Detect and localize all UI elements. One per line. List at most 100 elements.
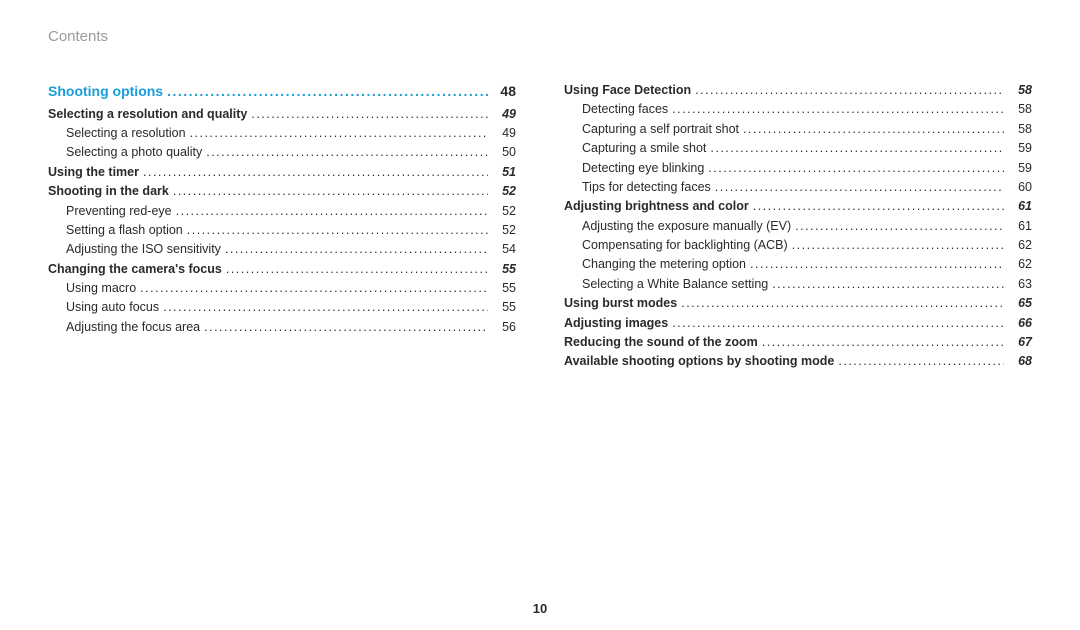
toc-subentry[interactable]: Selecting a photo quality...............… [48, 143, 516, 162]
toc-leader-dots: ........................................… [792, 236, 1004, 255]
toc-leader-dots: ........................................… [795, 217, 1004, 236]
toc-entry-title: Selecting a photo quality [48, 143, 202, 162]
toc-entry[interactable]: Using Face Detection....................… [564, 81, 1032, 100]
toc-entry-page: 52 [492, 202, 516, 221]
toc-entry-title: Using Face Detection [564, 81, 691, 100]
toc-subentry[interactable]: Using macro.............................… [48, 279, 516, 298]
toc-subentry[interactable]: Adjusting the focus area................… [48, 318, 516, 337]
toc-entry-title: Using burst modes [564, 294, 677, 313]
toc-entry[interactable]: Reducing the sound of the zoom..........… [564, 333, 1032, 352]
toc-entry[interactable]: Shooting in the dark....................… [48, 182, 516, 201]
toc-leader-dots: ........................................… [672, 100, 1004, 119]
toc-entry-page: 65 [1008, 294, 1032, 313]
toc-subentry[interactable]: Capturing a self portrait shot..........… [564, 120, 1032, 139]
toc-entry-title: Adjusting the ISO sensitivity [48, 240, 221, 259]
toc-leader-dots: ........................................… [710, 139, 1004, 158]
toc-entry-page: 68 [1008, 352, 1032, 371]
toc-leader-dots: ........................................… [750, 255, 1004, 274]
toc-entry-title: Using the timer [48, 163, 139, 182]
toc-entry[interactable]: Adjusting brightness and color..........… [564, 197, 1032, 216]
toc-entry-title: Changing the camera's focus [48, 260, 222, 279]
toc-entry-title: Tips for detecting faces [564, 178, 711, 197]
toc-entry-title: Shooting options [48, 81, 163, 103]
toc-entry[interactable]: Changing the camera's focus.............… [48, 260, 516, 279]
toc-entry-page: 58 [1008, 120, 1032, 139]
toc-leader-dots: ........................................… [743, 120, 1004, 139]
toc-entry-title: Shooting in the dark [48, 182, 169, 201]
toc-leader-dots: ........................................… [762, 333, 1004, 352]
toc-leader-dots: ........................................… [190, 124, 488, 143]
toc-entry[interactable]: Selecting a resolution and quality......… [48, 105, 516, 124]
toc-entry-title: Capturing a self portrait shot [564, 120, 739, 139]
toc-entry-title: Selecting a resolution and quality [48, 105, 247, 124]
toc-leader-dots: ........................................… [715, 178, 1004, 197]
toc-subentry[interactable]: Setting a flash option..................… [48, 221, 516, 240]
toc-leader-dots: ........................................… [187, 221, 488, 240]
toc-entry-page: 55 [492, 298, 516, 317]
toc-entry[interactable]: Using burst modes.......................… [564, 294, 1032, 313]
toc-subentry[interactable]: Adjusting the ISO sensitivity...........… [48, 240, 516, 259]
toc-entry-page: 48 [492, 81, 516, 103]
toc-leader-dots: ........................................… [226, 260, 488, 279]
toc-subentry[interactable]: Using auto focus........................… [48, 298, 516, 317]
toc-leader-dots: ........................................… [772, 275, 1004, 294]
toc-entry-page: 55 [492, 260, 516, 279]
toc-entry-page: 61 [1008, 197, 1032, 216]
toc-subentry[interactable]: Capturing a smile shot..................… [564, 139, 1032, 158]
toc-entry[interactable]: Available shooting options by shooting m… [564, 352, 1032, 371]
toc-entry-page: 66 [1008, 314, 1032, 333]
page-number: 10 [0, 601, 1080, 616]
toc-leader-dots: ........................................… [753, 197, 1004, 216]
toc-entry-title: Detecting eye blinking [564, 159, 704, 178]
toc-entry-title: Using macro [48, 279, 136, 298]
toc-entry-page: 55 [492, 279, 516, 298]
toc-subentry[interactable]: Detecting faces.........................… [564, 100, 1032, 119]
toc-entry[interactable]: Adjusting images........................… [564, 314, 1032, 333]
toc-leader-dots: ........................................… [143, 163, 488, 182]
toc-entry-title: Using auto focus [48, 298, 159, 317]
toc-entry-title: Changing the metering option [564, 255, 746, 274]
toc-section[interactable]: Shooting options........................… [48, 81, 516, 103]
toc-subentry[interactable]: Detecting eye blinking..................… [564, 159, 1032, 178]
toc-leader-dots: ........................................… [695, 81, 1004, 100]
toc-subentry[interactable]: Preventing red-eye......................… [48, 202, 516, 221]
toc-entry-title: Compensating for backlighting (ACB) [564, 236, 788, 255]
toc-entry-page: 63 [1008, 275, 1032, 294]
toc-entry-page: 54 [492, 240, 516, 259]
toc-leader-dots: ........................................… [672, 314, 1004, 333]
toc-entry-title: Detecting faces [564, 100, 668, 119]
toc-subentry[interactable]: Adjusting the exposure manually (EV)....… [564, 217, 1032, 236]
toc-entry-page: 61 [1008, 217, 1032, 236]
toc-leader-dots: ........................................… [225, 240, 488, 259]
toc-subentry[interactable]: Tips for detecting faces................… [564, 178, 1032, 197]
toc-subentry[interactable]: Compensating for backlighting (ACB).....… [564, 236, 1032, 255]
toc-entry[interactable]: Using the timer.........................… [48, 163, 516, 182]
toc-leader-dots: ........................................… [163, 298, 488, 317]
toc-entry-title: Reducing the sound of the zoom [564, 333, 758, 352]
toc-entry-title: Available shooting options by shooting m… [564, 352, 834, 371]
toc-entry-page: 52 [492, 182, 516, 201]
toc-entry-page: 56 [492, 318, 516, 337]
toc-subentry[interactable]: Changing the metering option............… [564, 255, 1032, 274]
toc-subentry[interactable]: Selecting a resolution..................… [48, 124, 516, 143]
toc-leader-dots: ........................................… [173, 182, 488, 201]
toc-subentry[interactable]: Selecting a White Balance setting.......… [564, 275, 1032, 294]
toc-entry-page: 58 [1008, 100, 1032, 119]
toc-entry-page: 62 [1008, 255, 1032, 274]
toc-entry-page: 49 [492, 124, 516, 143]
toc-entry-page: 51 [492, 163, 516, 182]
toc-entry-page: 59 [1008, 159, 1032, 178]
toc-entry-title: Selecting a resolution [48, 124, 186, 143]
toc-leader-dots: ........................................… [708, 159, 1004, 178]
toc-entry-title: Preventing red-eye [48, 202, 172, 221]
toc-entry-title: Capturing a smile shot [564, 139, 706, 158]
toc-entry-page: 52 [492, 221, 516, 240]
toc-entry-page: 49 [492, 105, 516, 124]
toc-column-right: Using Face Detection....................… [564, 81, 1032, 372]
toc-entry-page: 60 [1008, 178, 1032, 197]
toc-leader-dots: ........................................… [167, 81, 488, 103]
toc-leader-dots: ........................................… [838, 352, 1004, 371]
toc-entry-title: Adjusting images [564, 314, 668, 333]
toc-column-left: Shooting options........................… [48, 81, 516, 372]
toc-entry-title: Adjusting brightness and color [564, 197, 749, 216]
